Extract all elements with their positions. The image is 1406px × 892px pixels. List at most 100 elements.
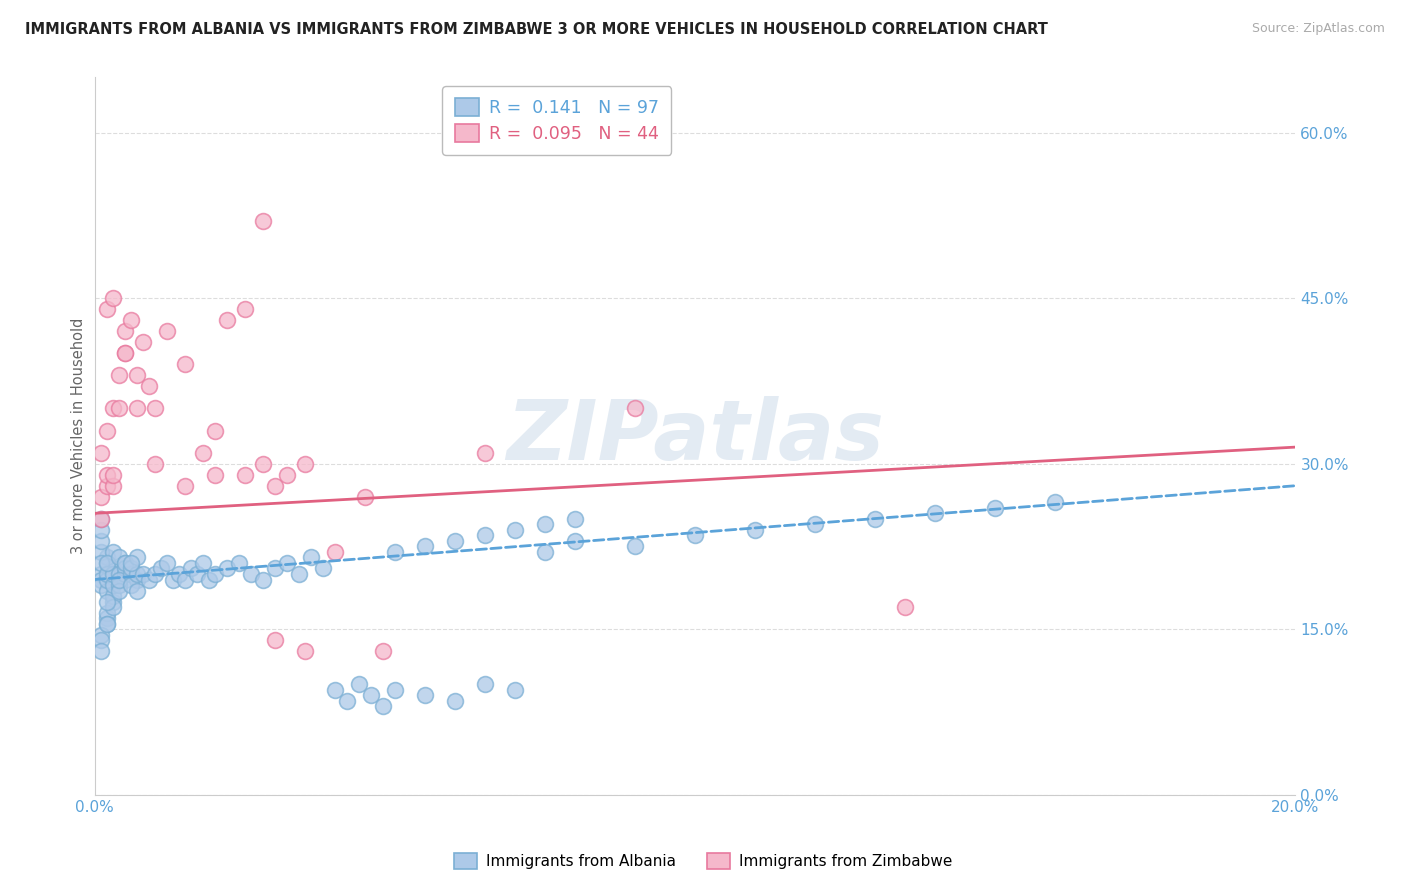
Point bbox=[239, 567, 262, 582]
Point bbox=[101, 600, 124, 615]
Point bbox=[233, 467, 256, 482]
Point bbox=[101, 589, 124, 603]
Point bbox=[101, 545, 124, 559]
Point bbox=[90, 533, 112, 548]
Point bbox=[96, 606, 118, 620]
Legend: R =  0.141   N = 97, R =  0.095   N = 44: R = 0.141 N = 97, R = 0.095 N = 44 bbox=[443, 87, 672, 155]
Point bbox=[191, 556, 214, 570]
Point bbox=[287, 567, 309, 582]
Point bbox=[263, 633, 285, 648]
Point bbox=[101, 467, 124, 482]
Point bbox=[114, 346, 136, 360]
Point bbox=[299, 550, 322, 565]
Point bbox=[90, 512, 112, 526]
Point bbox=[804, 517, 827, 532]
Point bbox=[443, 694, 465, 708]
Point bbox=[173, 479, 195, 493]
Point bbox=[96, 616, 118, 631]
Point bbox=[252, 573, 274, 587]
Point bbox=[90, 556, 112, 570]
Point bbox=[173, 573, 195, 587]
Point bbox=[120, 556, 142, 570]
Point bbox=[101, 567, 124, 582]
Point bbox=[744, 523, 766, 537]
Point bbox=[120, 313, 142, 327]
Point bbox=[114, 556, 136, 570]
Point bbox=[624, 540, 647, 554]
Point bbox=[371, 699, 394, 714]
Text: IMMIGRANTS FROM ALBANIA VS IMMIGRANTS FROM ZIMBABWE 3 OR MORE VEHICLES IN HOUSEH: IMMIGRANTS FROM ALBANIA VS IMMIGRANTS FR… bbox=[25, 22, 1049, 37]
Point bbox=[173, 357, 195, 371]
Point bbox=[323, 545, 346, 559]
Point bbox=[90, 628, 112, 642]
Point bbox=[360, 689, 382, 703]
Point bbox=[101, 401, 124, 416]
Point bbox=[96, 611, 118, 625]
Point bbox=[167, 567, 190, 582]
Point bbox=[564, 533, 586, 548]
Point bbox=[125, 368, 148, 383]
Point bbox=[863, 512, 886, 526]
Point bbox=[191, 445, 214, 459]
Point bbox=[101, 567, 124, 582]
Point bbox=[96, 583, 118, 598]
Point bbox=[125, 567, 148, 582]
Point bbox=[276, 556, 298, 570]
Point bbox=[534, 545, 557, 559]
Point bbox=[114, 573, 136, 587]
Point bbox=[276, 467, 298, 482]
Point bbox=[228, 556, 250, 570]
Point bbox=[90, 644, 112, 658]
Point bbox=[96, 302, 118, 317]
Point bbox=[101, 561, 124, 575]
Point bbox=[131, 335, 153, 350]
Point bbox=[120, 567, 142, 582]
Point bbox=[1045, 495, 1067, 509]
Point bbox=[96, 424, 118, 438]
Point bbox=[114, 567, 136, 582]
Point bbox=[143, 457, 166, 471]
Point bbox=[107, 573, 129, 587]
Point bbox=[323, 682, 346, 697]
Point bbox=[215, 561, 238, 575]
Point bbox=[252, 457, 274, 471]
Point bbox=[107, 550, 129, 565]
Point bbox=[114, 346, 136, 360]
Point bbox=[204, 567, 226, 582]
Point bbox=[503, 523, 526, 537]
Point bbox=[90, 633, 112, 648]
Point bbox=[204, 424, 226, 438]
Point bbox=[894, 600, 917, 615]
Point bbox=[114, 324, 136, 338]
Point bbox=[107, 578, 129, 592]
Y-axis label: 3 or more Vehicles in Household: 3 or more Vehicles in Household bbox=[72, 318, 86, 554]
Point bbox=[252, 214, 274, 228]
Point bbox=[197, 573, 219, 587]
Point bbox=[120, 578, 142, 592]
Point bbox=[138, 379, 160, 393]
Point bbox=[96, 479, 118, 493]
Point bbox=[180, 561, 202, 575]
Point bbox=[413, 540, 436, 554]
Point bbox=[114, 561, 136, 575]
Point bbox=[96, 573, 118, 587]
Point bbox=[96, 550, 118, 565]
Legend: Immigrants from Albania, Immigrants from Zimbabwe: Immigrants from Albania, Immigrants from… bbox=[449, 847, 957, 875]
Point bbox=[371, 644, 394, 658]
Point bbox=[413, 689, 436, 703]
Point bbox=[353, 490, 375, 504]
Point bbox=[263, 561, 285, 575]
Point bbox=[90, 445, 112, 459]
Point bbox=[107, 401, 129, 416]
Point bbox=[96, 556, 118, 570]
Point bbox=[294, 644, 316, 658]
Point bbox=[336, 694, 359, 708]
Point bbox=[474, 445, 496, 459]
Point bbox=[474, 528, 496, 542]
Text: ZIPatlas: ZIPatlas bbox=[506, 395, 884, 476]
Point bbox=[96, 467, 118, 482]
Point bbox=[96, 556, 118, 570]
Point bbox=[534, 517, 557, 532]
Point bbox=[125, 550, 148, 565]
Point bbox=[107, 368, 129, 383]
